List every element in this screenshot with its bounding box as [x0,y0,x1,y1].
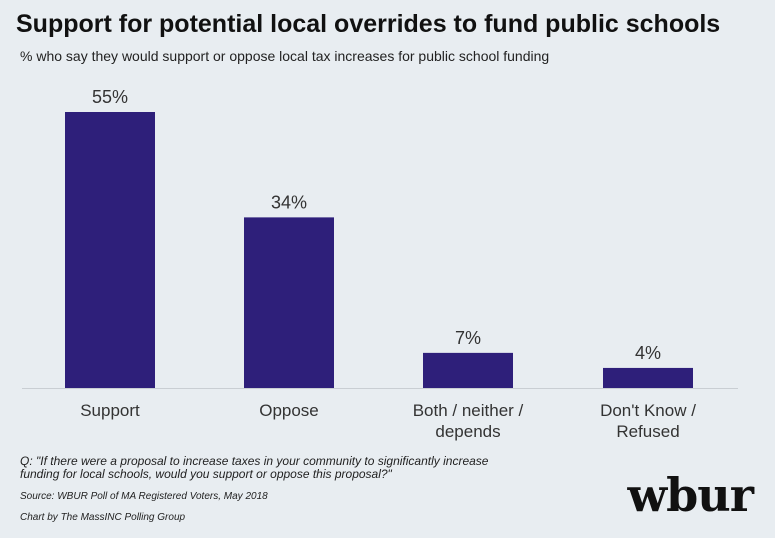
category-label: Oppose [259,401,319,420]
bar [603,367,693,388]
bar-value-label: 7% [455,328,481,348]
survey-question: Q: "If there were a proposal to increase… [20,454,489,481]
chart-title: Support for potential local overrides to… [16,10,721,38]
category-label: Both / neither / [413,401,524,420]
wbur-logo: wbur [627,468,754,522]
source-note: Source: WBUR Poll of MA Registered Voter… [20,491,268,502]
category-label: Refused [616,422,679,441]
bar [423,352,513,388]
bar [244,217,334,388]
category-label: Don't Know / [600,401,696,420]
bar-value-label: 4% [635,343,661,363]
bar-value-label: 55% [92,87,128,107]
bar-value-label: 34% [271,192,307,212]
chart-credit: Chart by The MassINC Polling Group [20,512,186,523]
chart-subtitle: % who say they would support or oppose l… [20,48,550,64]
bar [65,112,155,388]
category-label: Support [80,401,140,420]
category-label: depends [435,422,500,441]
